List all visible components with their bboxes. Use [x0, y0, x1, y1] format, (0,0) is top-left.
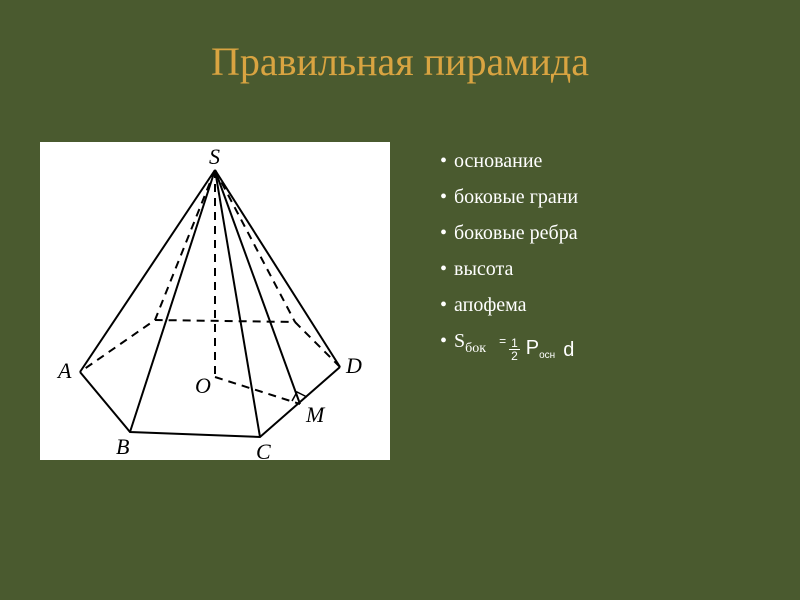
list-item: • боковые грани: [440, 186, 770, 208]
p-var: P: [526, 337, 539, 359]
pyramid-diagram: S A B C D O M: [40, 142, 390, 460]
bullet-text: боковые грани: [454, 186, 578, 208]
equals-sign: =: [499, 335, 506, 347]
svg-text:B: B: [116, 434, 129, 459]
fraction: = 1 2: [509, 337, 520, 362]
svg-text:C: C: [256, 439, 271, 460]
fraction-denominator: 2: [509, 349, 520, 362]
pyramid-svg: S A B C D O M: [40, 142, 390, 460]
formula-text: Sбок = 1 2 P осн d: [454, 330, 574, 363]
svg-text:D: D: [345, 353, 362, 378]
svg-text:O: O: [195, 373, 211, 398]
bullet-text: апофема: [454, 294, 527, 316]
slide-title: Правильная пирамида: [0, 38, 800, 85]
formula-lhs-sub: бок: [465, 341, 486, 356]
fraction-numerator: 1: [509, 337, 520, 349]
bullet-dot-icon: •: [440, 222, 446, 244]
svg-text:M: M: [305, 402, 326, 427]
bullet-dot-icon: •: [440, 294, 446, 316]
formula-rhs: = 1 2 P осн d: [509, 337, 574, 363]
list-item: • апофема: [440, 294, 770, 316]
list-item-formula: • Sбок = 1 2 P осн d: [440, 330, 770, 363]
svg-text:A: A: [56, 358, 72, 383]
bullet-list: • основание • боковые грани • боковые ре…: [440, 150, 770, 377]
slide: Правильная пирамида S A B C D O M • основание …: [0, 0, 800, 600]
formula-lhs: S: [454, 330, 465, 352]
list-item: • высота: [440, 258, 770, 280]
bullet-dot-icon: •: [440, 186, 446, 208]
bullet-text: основание: [454, 150, 542, 172]
bullet-dot-icon: •: [440, 330, 446, 352]
p-sub: осн: [539, 345, 555, 367]
d-var: d: [563, 339, 574, 361]
bullet-text: боковые ребра: [454, 222, 578, 244]
bullet-dot-icon: •: [440, 258, 446, 280]
svg-text:S: S: [209, 144, 220, 169]
list-item: • основание: [440, 150, 770, 172]
perimeter-term: P осн: [526, 337, 555, 363]
bullet-text: высота: [454, 258, 513, 280]
list-item: • боковые ребра: [440, 222, 770, 244]
bullet-dot-icon: •: [440, 150, 446, 172]
